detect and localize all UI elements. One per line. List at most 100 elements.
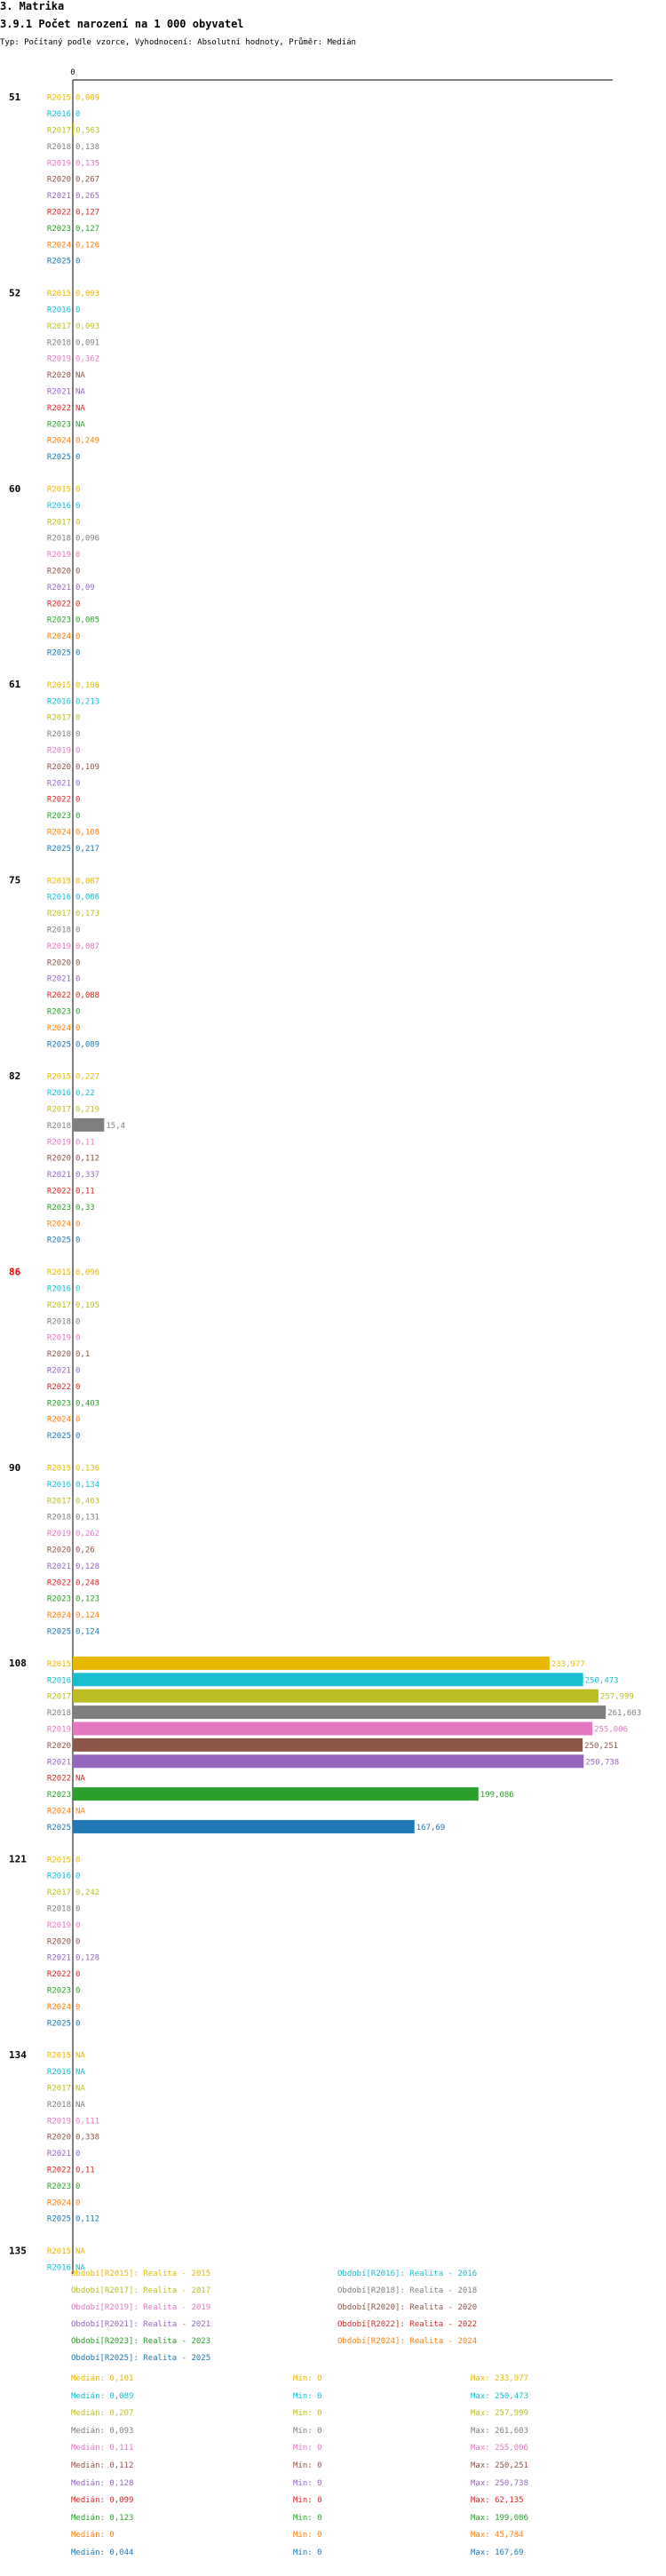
series-label: R2017 (47, 1301, 71, 1310)
stat-max: Max: 261,603 (471, 2426, 529, 2436)
data-label: 0,219 (75, 1106, 99, 1115)
series-label: R2018 (47, 1122, 71, 1131)
series-label: R2020 (47, 2134, 71, 2143)
data-label: 0,088 (75, 991, 99, 1000)
stat-median: Medián: 0,044 (71, 2548, 134, 2557)
series-label: R2021 (47, 1562, 71, 1571)
series-label: R2015 (47, 94, 71, 103)
data-label: NA (75, 404, 85, 413)
bar-51-R2017 (73, 123, 75, 137)
series-label: R2015 (47, 877, 71, 886)
series-label: R2023 (47, 2182, 71, 2191)
data-label: 0,262 (75, 1530, 99, 1538)
series-label: R2016 (47, 2264, 71, 2273)
series-label: R2023 (47, 812, 71, 821)
stat-median: Medián: 0,093 (71, 2426, 134, 2436)
bar-108-R2019 (73, 1721, 593, 1736)
data-label: 0 (75, 1334, 80, 1343)
data-label: 0,242 (75, 1888, 99, 1897)
data-label: 250,251 (584, 1742, 618, 1751)
data-label: 0,093 (75, 322, 99, 331)
data-label: 0 (75, 306, 80, 315)
data-label: 0 (75, 649, 80, 658)
series-label: R2025 (47, 1040, 71, 1049)
series-label: R2021 (47, 584, 71, 592)
stat-min: Min: 0 (293, 2513, 322, 2523)
data-label: 0 (75, 1432, 80, 1441)
data-label: 0 (75, 1236, 80, 1245)
series-label: R2020 (47, 568, 71, 576)
series-label: R2017 (47, 322, 71, 331)
data-label: 0 (75, 600, 80, 608)
stat-max: Max: 45,784 (471, 2531, 524, 2540)
series-label: R2022 (47, 991, 71, 1000)
data-label: 0,26 (75, 1546, 95, 1555)
series-label: R2023 (47, 1987, 71, 1996)
series-label: R2019 (47, 747, 71, 756)
series-label: R2015 (47, 486, 71, 495)
series-label: R2025 (47, 2019, 71, 2028)
series-label: R2015 (47, 1268, 71, 1277)
data-label: 0,09 (75, 584, 95, 592)
group-label-61: 61 (9, 679, 21, 690)
series-label: R2022 (47, 600, 71, 608)
data-label: NA (75, 2052, 85, 2061)
data-label: 0 (75, 926, 80, 935)
stat-min: Min: 0 (293, 2391, 322, 2401)
series-label: R2018 (47, 338, 71, 347)
series-label: R2018 (47, 730, 71, 739)
series-label: R2019 (47, 1334, 71, 1343)
stat-max: Max: 250,738 (471, 2478, 529, 2488)
series-label: R2025 (47, 1628, 71, 1637)
series-label: R2022 (47, 796, 71, 805)
series-label: R2016 (47, 1872, 71, 1881)
group-label-108: 108 (9, 1658, 27, 1669)
stat-max: Max: 250,473 (471, 2391, 529, 2401)
group-label-52: 52 (9, 287, 20, 298)
series-label: R2025 (47, 258, 71, 266)
data-label: 0,131 (75, 1514, 99, 1523)
legend-item: Období[R2017]: Realita - 2017 (71, 2286, 211, 2295)
legend-item: Období[R2018]: Realita - 2018 (337, 2286, 478, 2295)
series-label: R2022 (47, 209, 71, 218)
data-label: 0,403 (75, 1497, 99, 1506)
data-label: 0 (75, 1872, 80, 1881)
stat-max: Max: 257,999 (471, 2409, 529, 2419)
group-label-60: 60 (9, 483, 20, 495)
data-label: NA (75, 2247, 85, 2256)
data-label: 0,127 (75, 209, 99, 218)
data-label: 0,112 (75, 2215, 99, 2224)
data-label: 0 (75, 779, 80, 788)
series-label: R2021 (47, 192, 71, 201)
series-label: R2025 (47, 649, 71, 658)
data-label: NA (75, 1775, 85, 1784)
series-label: R2021 (47, 1758, 71, 1767)
data-label: 233,977 (551, 1660, 585, 1669)
stat-min: Min: 0 (293, 2461, 322, 2470)
series-label: R2022 (47, 404, 71, 413)
legend-item: Období[R2020]: Realita - 2020 (337, 2303, 478, 2312)
bar-108-R2025 (73, 1819, 415, 1833)
stat-max: Max: 233,977 (471, 2374, 529, 2383)
series-label: R2018 (47, 2101, 71, 2110)
data-label: 0 (75, 747, 80, 756)
data-label: 0 (75, 975, 80, 984)
series-label: R2015 (47, 1465, 71, 1474)
series-label: R2021 (47, 975, 71, 984)
data-label: 0 (75, 568, 80, 576)
series-label: R2021 (47, 1954, 71, 1963)
series-label: R2016 (47, 1481, 71, 1490)
series-label: R2020 (47, 1350, 71, 1359)
data-label: 0,124 (75, 1611, 99, 1620)
series-label: R2017 (47, 1497, 71, 1506)
stat-min: Min: 0 (293, 2374, 322, 2383)
data-label: 0,213 (75, 697, 99, 706)
series-label: R2016 (47, 306, 71, 315)
series-label: R2025 (47, 2215, 71, 2224)
data-label: 250,738 (585, 1758, 619, 1767)
data-label: 0 (75, 2150, 80, 2159)
stat-median: Medián: 0,123 (71, 2513, 134, 2523)
series-label: R2019 (47, 1530, 71, 1538)
series-label: R2020 (47, 1546, 71, 1555)
series-label: R2023 (47, 420, 71, 429)
